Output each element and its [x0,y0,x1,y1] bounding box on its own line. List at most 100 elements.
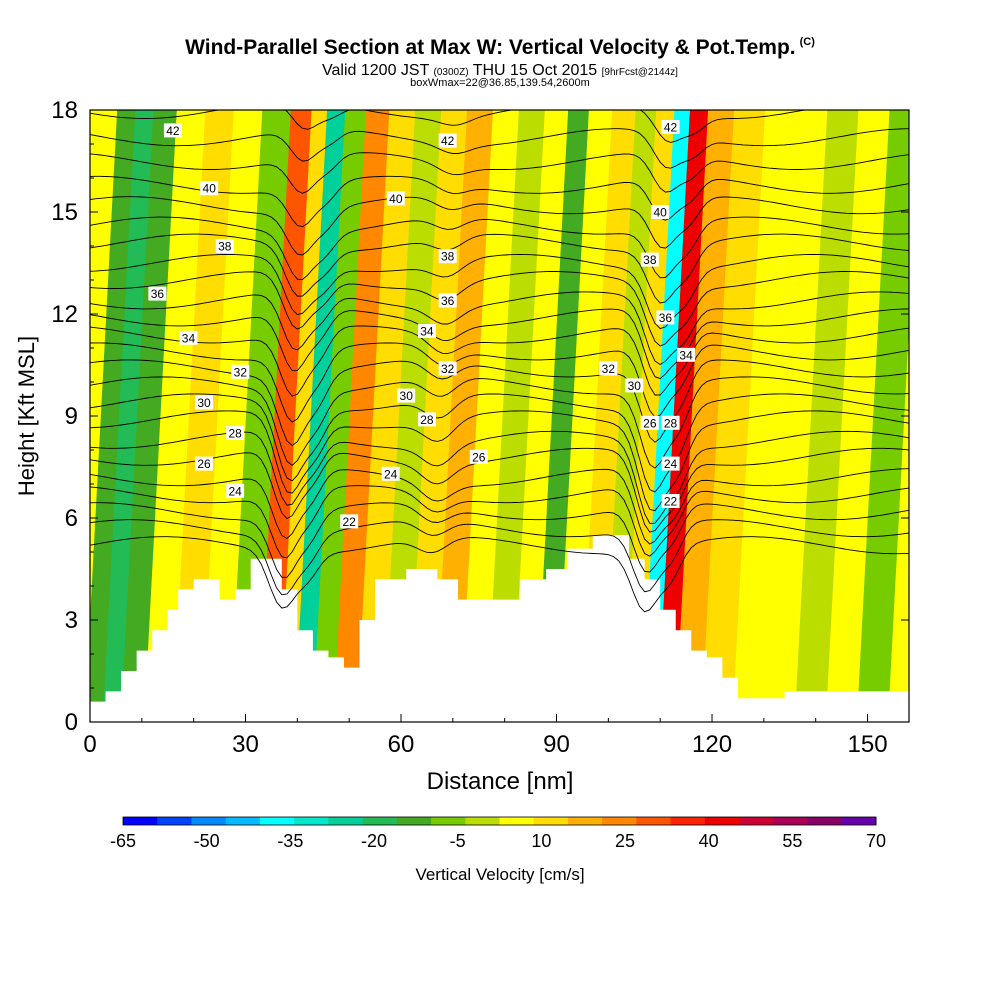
svg-text:32: 32 [441,362,455,376]
contour-label: 26 [195,456,214,471]
isentrope-line [90,291,909,366]
colorbar-swatch [739,817,774,825]
svg-text:30: 30 [197,396,211,410]
isentrope-line [90,233,909,304]
colorbar-swatch [157,817,192,825]
velocity-column [657,110,709,722]
velocity-column [825,110,891,722]
svg-text:34: 34 [679,348,693,362]
terrain [90,535,909,722]
contour-label: 42 [163,123,182,138]
colorbar-swatch [704,817,740,825]
svg-text:22: 22 [342,515,356,529]
contour-label: 32 [231,364,250,379]
velocity-column [294,110,346,722]
colorbar-swatch [431,817,466,825]
contour-label: 22 [340,514,359,529]
isentrope-line [90,359,909,447]
colorbar-swatch [841,817,877,825]
colorbar-tick-label: -65 [110,831,136,851]
svg-text:40: 40 [654,206,668,220]
isentrope-line [90,410,909,512]
contour-label: 30 [397,388,416,403]
chart-title-text: Wind-Parallel Section at Max W: Vertical… [185,36,796,59]
colorbar-swatch [294,817,329,825]
colorbar-swatch [636,817,672,825]
colorbar-label: Vertical Velocity [cm/s] [415,865,584,884]
colorbar-swatch [259,817,295,825]
isentrope-line [90,110,808,143]
colorbar-swatch [670,817,706,825]
x-tick-label: 120 [692,731,732,758]
velocity-column [512,110,569,722]
contour-label: 34 [179,330,198,345]
isentrope-line [90,376,909,469]
contour-label: 28 [226,426,245,441]
velocity-column [732,110,797,722]
contour-label: 24 [381,466,400,481]
contour-label: 38 [438,249,457,264]
isentrope-line [90,502,909,578]
contour-label: 36 [148,286,167,301]
svg-text:28: 28 [420,413,434,427]
isentrope-line [90,175,909,228]
colorbar-tick-label: 55 [782,831,802,851]
x-tick-label: 60 [388,731,415,758]
isentrope-line [90,254,909,330]
x-tick-label: 150 [848,731,888,758]
colorbar-swatch [499,817,535,825]
contour-label: 24 [226,483,245,498]
contour-label: 22 [661,494,680,509]
svg-text:30: 30 [628,379,642,393]
velocity-column [102,110,155,722]
velocity-column [312,110,367,722]
svg-text:24: 24 [664,457,678,471]
y-tick-label: 12 [51,301,78,328]
x-axis-label: Distance [nm] [427,768,574,795]
colorbar-tick-label: -35 [277,831,303,851]
isentrope-line [90,468,909,545]
colorbar-frame [122,816,877,826]
svg-text:36: 36 [659,311,673,325]
x-tick-label: 0 [83,731,96,758]
svg-text:32: 32 [234,365,248,379]
isentrope-line [90,485,909,559]
y-tick-label: 3 [65,607,78,634]
velocity-column [887,327,909,722]
chart-subtitle-box: boxWmax=22@36.85,139.54,2600m [410,77,590,89]
velocity-column [794,110,860,722]
y-tick-label: 6 [65,505,78,532]
svg-text:38: 38 [643,253,657,267]
isentrope-line [90,536,909,613]
subtitle-valid: Valid 1200 JST [322,62,430,79]
svg-text:30: 30 [400,389,414,403]
velocity-column [460,110,520,722]
contour-label: 38 [215,239,234,254]
colorbar-swatch [602,817,637,825]
colorbar-tick-label: -5 [450,831,466,851]
contour-label: 32 [438,361,457,376]
contour-label: 28 [661,415,680,430]
subtitle-utc: (0300Z) [433,67,469,78]
contour-label: 38 [640,252,659,267]
isentrope-line [90,342,909,423]
velocity-column [763,110,828,722]
contour-label: 36 [438,293,457,308]
subtitle-date: THU 15 Oct 2015 [472,62,598,79]
contour-label: 30 [625,378,644,393]
y-tick-label: 9 [65,403,78,430]
colorbar-tick-label: -20 [361,831,387,851]
velocity-column [356,110,416,722]
svg-text:32: 32 [602,362,616,376]
contour-label: 28 [417,412,436,427]
svg-text:26: 26 [197,457,211,471]
svg-text:28: 28 [664,416,678,430]
colorbar-tick-label: 70 [866,831,886,851]
svg-text:42: 42 [441,134,455,148]
colorbar-tick-label: -50 [194,831,220,851]
svg-text:42: 42 [166,124,180,138]
colorbar-swatch [567,817,603,825]
isentrope-line [90,519,909,596]
svg-text:26: 26 [472,450,486,464]
